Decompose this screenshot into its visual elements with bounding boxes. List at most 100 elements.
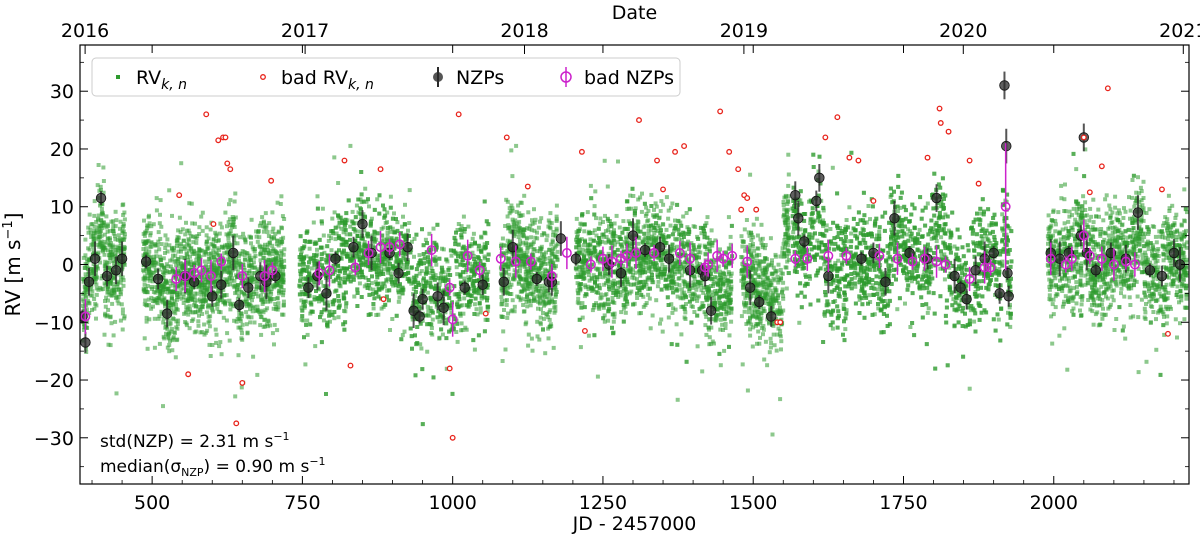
rv-point (337, 283, 342, 288)
rv-point (527, 227, 532, 231)
rv-point (351, 277, 356, 282)
rv-point (411, 287, 416, 291)
rv-point (376, 286, 381, 291)
rv-point (529, 228, 534, 233)
rv-point (392, 211, 396, 216)
rv-point (532, 247, 537, 251)
rv-point (343, 290, 348, 295)
rv-point (251, 280, 256, 285)
rv-point (298, 275, 303, 280)
rv-point (336, 213, 341, 218)
rv-point (476, 243, 481, 248)
rv-point (211, 280, 216, 285)
rv-point (213, 257, 217, 262)
rv-point (401, 287, 406, 292)
rv-point (111, 229, 116, 234)
rv-point (527, 256, 532, 261)
rv-point (169, 246, 174, 251)
rv-point (329, 248, 334, 253)
rv-point (144, 319, 149, 324)
rv-point (338, 215, 343, 220)
rv-point (326, 277, 331, 282)
rv-point (234, 319, 239, 324)
rv-point (202, 259, 207, 264)
rv-point (143, 298, 148, 303)
rv-point (226, 220, 231, 225)
rv-point (467, 244, 472, 249)
rv-point (359, 295, 364, 299)
rv-point (518, 298, 523, 303)
rv-point (309, 266, 314, 271)
rv-point (357, 254, 362, 259)
rv-point (104, 295, 109, 300)
rv-point (269, 268, 274, 272)
rv-point (233, 273, 238, 278)
rv-point (635, 252, 640, 257)
rv-point (440, 332, 445, 337)
rv-point (228, 255, 232, 260)
rv-point (359, 248, 364, 253)
rv-point (273, 260, 278, 265)
rv-point (98, 184, 103, 189)
rv-point (328, 319, 332, 324)
rv-point (236, 269, 241, 274)
rv-point (308, 278, 313, 283)
rv-point (612, 221, 617, 226)
rv-point (477, 301, 482, 306)
rv-point (526, 210, 531, 215)
rv-point (384, 278, 389, 282)
rv-point (262, 256, 267, 260)
rv-point (272, 297, 276, 301)
rv-point (91, 240, 96, 245)
rv-point (88, 227, 93, 232)
rv-point (320, 206, 325, 211)
rv-point (618, 290, 623, 295)
rv-point (554, 214, 559, 219)
rv-point (653, 201, 658, 206)
rv-point (278, 264, 283, 269)
rv-point (221, 267, 226, 272)
rv-point (191, 240, 196, 245)
rv-point (353, 255, 358, 260)
rv-point (148, 231, 153, 236)
rv-point (375, 272, 380, 277)
rv-point (378, 264, 383, 269)
rv-point (478, 259, 483, 264)
rv-point (344, 211, 349, 216)
rv-point (521, 230, 526, 235)
rv-point (366, 278, 371, 282)
rv-point (193, 310, 198, 315)
rv-point (355, 291, 360, 295)
rv-point (227, 232, 232, 237)
rv-point (204, 293, 209, 298)
rv-point (386, 226, 390, 230)
rv-point (119, 246, 123, 251)
rv-point (308, 276, 313, 280)
rv-point (255, 308, 260, 313)
rv-point (202, 282, 207, 287)
rv-point (396, 284, 401, 288)
rv-point (86, 225, 91, 230)
rv-point (486, 304, 491, 309)
rv-point (424, 266, 429, 271)
rv-point (275, 296, 280, 301)
rv-point (189, 297, 194, 302)
rv-point (366, 234, 371, 239)
rv-point (518, 269, 522, 274)
rv-point (206, 236, 211, 241)
rv-point (528, 299, 533, 303)
rv-point (99, 276, 104, 281)
rv-point (116, 301, 121, 306)
rv-point (437, 335, 442, 340)
rv-point (449, 303, 454, 308)
rv-point (388, 271, 393, 276)
rv-points (80, 143, 1189, 437)
rv-point (173, 355, 178, 360)
rv-point (348, 252, 353, 256)
rv-point (475, 255, 480, 260)
rv-point (262, 220, 267, 225)
rv-point (356, 250, 361, 255)
rv-point (246, 302, 251, 306)
rv-point (150, 261, 155, 266)
rv-point (147, 274, 152, 278)
